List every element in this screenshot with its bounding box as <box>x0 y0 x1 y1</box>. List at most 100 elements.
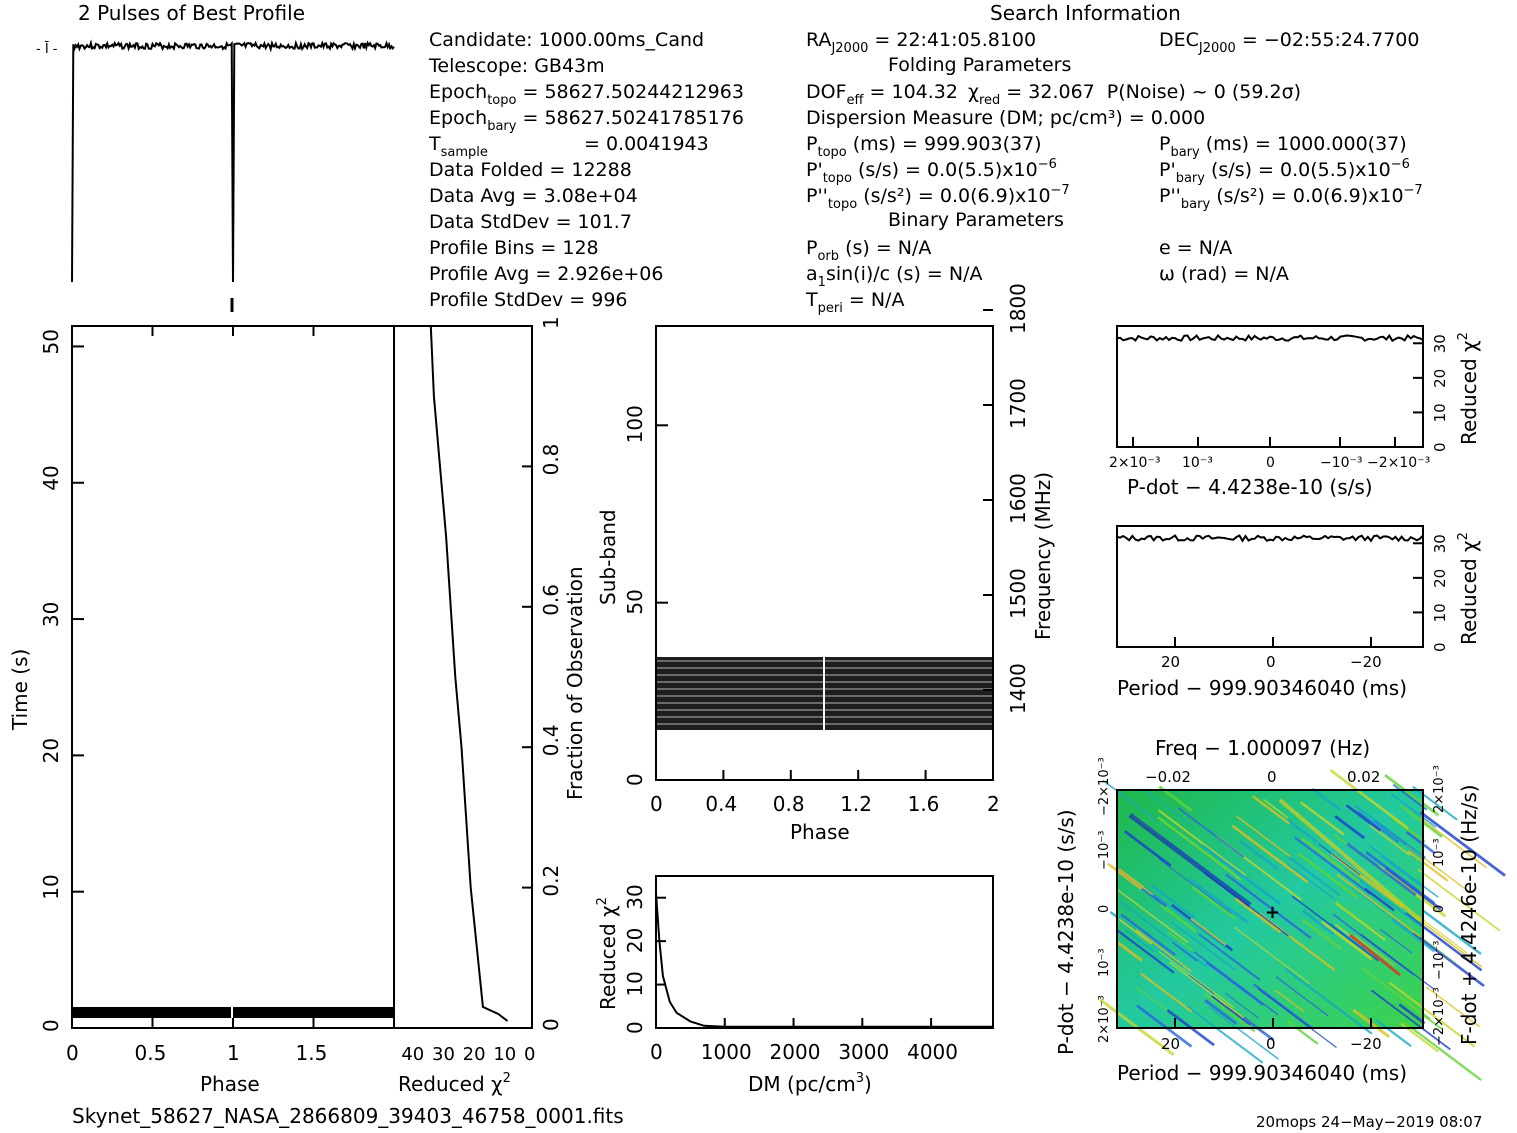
dm-y-tick-label: 10 <box>623 971 647 996</box>
period-x-ticks: 20 0 −20 <box>1161 637 1382 671</box>
subband-x-tick-label: 1.6 <box>908 792 940 816</box>
map-streak <box>1102 779 1157 822</box>
map-streak <box>1301 918 1343 951</box>
map-streak <box>1128 813 1252 907</box>
search-dm: Dispersion Measure (DM; pc/cm³) = 0.000 <box>806 107 1205 129</box>
map-streak <box>1360 966 1431 1020</box>
map-streak <box>1158 858 1232 914</box>
chi2-time-y-tick-label: 1 <box>539 316 563 329</box>
dm-y-tick-label: 30 <box>623 884 647 909</box>
map-streak <box>1354 804 1426 859</box>
map-streak <box>1167 931 1194 952</box>
search-tperi: Tperi = N/A <box>805 289 904 316</box>
map-streak <box>1193 951 1279 1016</box>
p-pdot-map-fdot-ticks: −2×10⁻³ −10⁻³ 0 10⁻³ 2×10⁻³ <box>1432 765 1447 1046</box>
dm-x-tick-label: 0 <box>650 1040 663 1064</box>
p-pdot-map-xlabel: Period − 999.90346040 (ms) <box>1117 1061 1407 1085</box>
info-profile-bins: Profile Bins = 128 <box>429 237 599 259</box>
map-streak <box>1345 804 1382 832</box>
map-streak <box>1335 902 1386 941</box>
map-streak <box>1190 917 1227 946</box>
period-ylabel: Reduced χ2 <box>1456 532 1481 645</box>
map-streak <box>1286 1019 1319 1045</box>
pdot-y-ticks: 0 10 20 30 <box>1413 334 1449 452</box>
profile-title: 2 Pulses of Best Profile <box>78 1 305 25</box>
pdot-y-tick-label: 30 <box>1431 334 1449 353</box>
subband-y-tick-label: 100 <box>623 405 647 443</box>
subband-freq-tick-label: 1600 <box>1006 473 1030 524</box>
p-pdot-map-pdot-tick-label: −2×10⁻³ <box>1097 757 1112 816</box>
dm-x-tick-label: 4000 <box>907 1040 958 1064</box>
map-streak <box>1380 854 1425 889</box>
time-phase-x-tick-label: 0.5 <box>135 1041 167 1065</box>
p-pdot-map-peak-marker: + <box>1265 902 1280 923</box>
map-streak <box>1376 1019 1412 1047</box>
p-pdot-map-freq-tick-label: 0 <box>1267 768 1277 786</box>
dm-x-tick-label: 1000 <box>701 1040 752 1064</box>
chi2-time-xlabel: Reduced χ2 <box>398 1071 511 1096</box>
map-streak <box>1329 769 1409 830</box>
time-phase-x-tick-label: 0 <box>66 1041 79 1065</box>
search-pdot-topo: P'topo (s/s) = 0.0(5.5)x10−6 <box>806 157 1057 186</box>
chi2-time-x-ticks: 40 30 20 10 0 <box>401 1044 535 1065</box>
pdot-y-tick-label: 20 <box>1431 369 1449 388</box>
time-phase-panel: 0 0.5 1 1.5 0 10 20 30 40 50 Phase Time (s) <box>8 325 395 1096</box>
time-phase-x-tick-label: 1.5 <box>296 1041 328 1065</box>
map-streak <box>1351 886 1417 937</box>
map-streak <box>1263 799 1289 819</box>
map-streak <box>1224 992 1260 1019</box>
p-pdot-map-streaks <box>1099 769 1506 1082</box>
search-p-bary: Pbary (ms) = 1000.000(37) <box>1159 133 1407 160</box>
pdot-x-tick-label: −2×10⁻³ <box>1367 455 1430 471</box>
info-profile-stddev: Profile StdDev = 996 <box>429 289 628 311</box>
map-streak <box>1415 914 1468 954</box>
search-dec: DECJ2000 = −02:55:24.7700 <box>1159 29 1419 56</box>
map-streak <box>1388 981 1476 1048</box>
dm-y-ticks: 0 10 20 30 <box>623 884 666 1034</box>
map-streak <box>1390 792 1437 828</box>
p-pdot-map-pdot-tick-label: 2×10⁻³ <box>1097 995 1112 1043</box>
folding-params-title: Folding Parameters <box>888 54 1071 76</box>
info-candidate: Candidate: 1000.00ms_Cand <box>429 29 704 51</box>
time-phase-y-tick-label: 20 <box>39 738 63 763</box>
map-streak <box>1160 904 1197 933</box>
map-streak <box>1116 941 1143 962</box>
search-pddot-topo: P''topo (s/s²) = 0.0(6.9)x10−7 <box>806 183 1070 212</box>
map-streak <box>1136 1004 1193 1048</box>
dm-x-ticks: 0 1000 2000 3000 4000 <box>650 1018 958 1064</box>
p-pdot-map-panel: + 20 0 −20 −0.02 0 0.02 2×10⁻³10⁻³0−10⁻³−2×1… <box>1054 736 1506 1085</box>
map-streak <box>1419 817 1488 869</box>
time-phase-x-tick-label: 1 <box>227 1041 240 1065</box>
pdot-xlabel: P-dot − 4.4238e-10 (s/s) <box>1127 475 1373 499</box>
time-phase-y-tick-label: 10 <box>39 874 63 899</box>
pdot-x-tick-label: −10⁻³ <box>1320 455 1363 471</box>
dm-x-tick-label: 2000 <box>770 1040 821 1064</box>
time-phase-y-tick-label: 30 <box>39 602 63 627</box>
period-y-tick-label: 10 <box>1431 603 1449 622</box>
p-pdot-map-x-tick-label: −20 <box>1350 1035 1382 1053</box>
map-streak <box>1117 889 1189 944</box>
chi2-time-ylabel: Fraction of Observation <box>563 566 587 800</box>
info-profile-avg: Profile Avg = 2.926e+06 <box>429 263 664 285</box>
info-data-folded: Data Folded = 12288 <box>429 159 632 181</box>
map-streak <box>1425 986 1481 1028</box>
map-streak <box>1392 783 1428 811</box>
search-a1sini: a1sin(i)/c (s) = N/A <box>806 263 982 290</box>
chi2-time-y-tick-label: 0.2 <box>539 865 563 897</box>
subband-x-tick-label: 1.2 <box>840 792 872 816</box>
map-streak <box>1139 972 1193 1013</box>
subband-freq-tick-label: 1700 <box>1006 378 1030 429</box>
map-streak <box>1311 787 1342 811</box>
search-ra: RAJ2000 = 22:41:05.8100 <box>806 29 1036 56</box>
period-x-tick-label: −20 <box>1350 653 1382 671</box>
pdot-y-tick-label: 10 <box>1431 403 1449 422</box>
map-streak <box>1257 988 1337 1049</box>
map-streak <box>1364 887 1395 912</box>
map-streak <box>1204 993 1256 1033</box>
chi2-time-x-tick-label: 30 <box>432 1044 455 1065</box>
search-pddot-bary: P''bary (s/s²) = 0.0(6.9)x10−7 <box>1159 183 1423 212</box>
chi2-time-curve <box>429 325 509 1022</box>
map-streak <box>1405 830 1436 854</box>
period-x-tick-label: 20 <box>1161 653 1180 671</box>
subband-freq-tick-label: 1400 <box>1006 663 1030 714</box>
